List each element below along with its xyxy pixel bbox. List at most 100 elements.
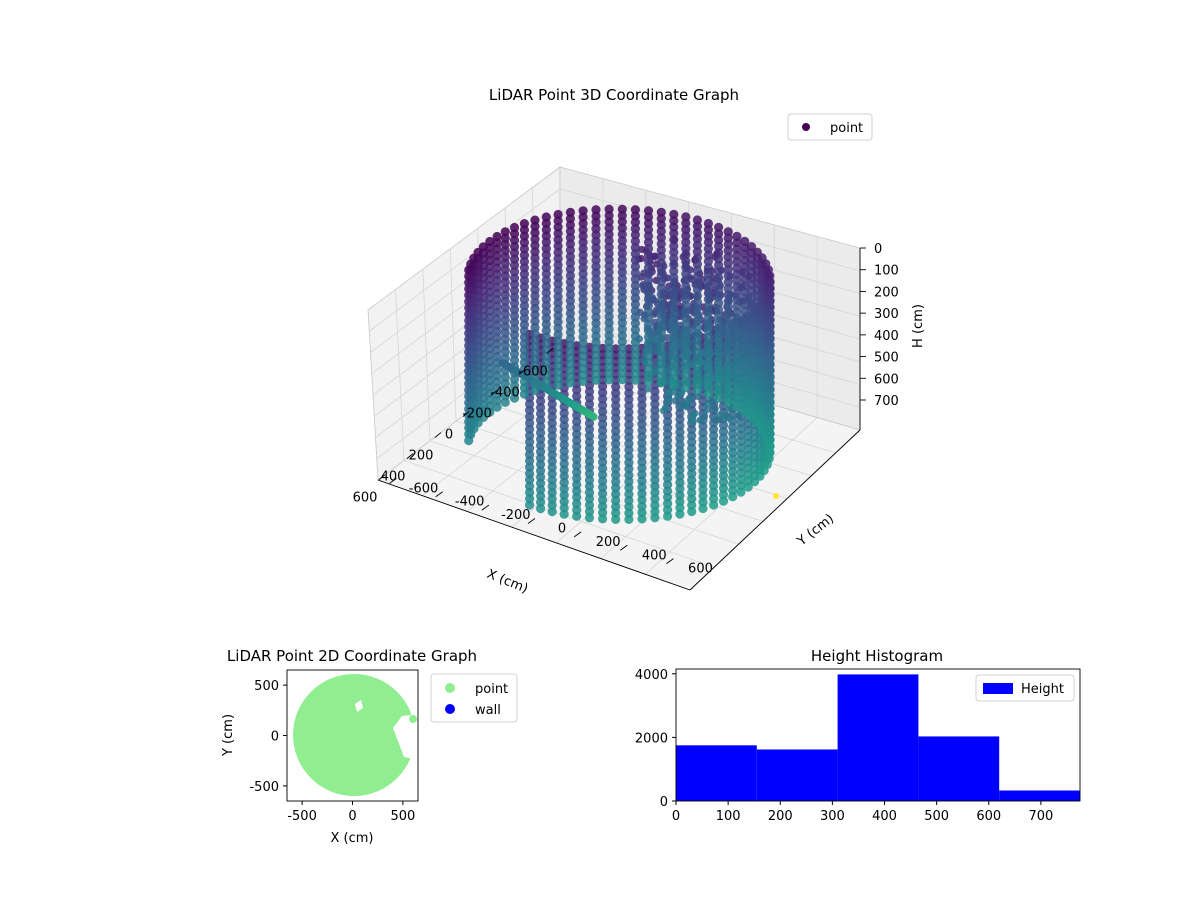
cloud-point	[663, 473, 673, 483]
cloud-point	[740, 382, 750, 392]
cloud-point	[509, 374, 520, 384]
cloud-point	[637, 457, 647, 467]
cloud-point	[703, 345, 714, 355]
cloud-point	[650, 469, 660, 479]
cloud-point	[740, 249, 750, 259]
cloud-point	[572, 410, 582, 420]
cloud-point	[630, 236, 641, 246]
cloud-point	[681, 338, 691, 348]
cloud-point	[728, 435, 738, 445]
cloud-point	[732, 244, 742, 254]
cloud-point	[637, 438, 647, 448]
cloud-point	[643, 338, 654, 348]
cloud-point	[519, 250, 530, 260]
cloud-point	[669, 304, 679, 314]
cloud-point	[525, 500, 535, 510]
cloud-point	[485, 382, 495, 392]
histogram-bar	[918, 736, 1000, 801]
cloud-point	[525, 487, 535, 498]
cloud-point	[643, 364, 654, 374]
cloud-point	[765, 378, 775, 388]
cloud-point	[530, 386, 540, 396]
z-tick-label-3d: 600	[874, 372, 899, 387]
cloud-point	[703, 282, 714, 292]
cloud-point	[709, 500, 719, 510]
cloud-point	[714, 241, 724, 251]
cloud-point	[669, 348, 679, 358]
cloud-point	[492, 364, 502, 374]
cloud-point	[530, 354, 540, 364]
cloud-point	[703, 313, 714, 323]
cloud-point	[536, 396, 546, 406]
cloud-point	[500, 284, 510, 294]
cloud-point	[630, 369, 641, 379]
cloud-point	[598, 406, 608, 417]
cloud-point	[578, 231, 588, 241]
cloud-point	[500, 265, 510, 275]
cloud-point	[689, 411, 697, 419]
cloud-point	[681, 307, 691, 317]
cloud-point	[500, 277, 510, 287]
cloud-point	[584, 393, 595, 403]
cloud-point	[492, 339, 502, 349]
cloud-point	[669, 266, 679, 276]
cloud-point	[650, 506, 660, 517]
cloud-point	[714, 380, 724, 390]
cloud-point	[624, 470, 634, 480]
cloud-point	[732, 263, 742, 273]
cloud-point	[669, 247, 679, 257]
cloud-point	[492, 377, 502, 387]
cloud-point	[565, 340, 576, 350]
cloud-point	[611, 451, 621, 461]
cloud-point	[485, 375, 495, 386]
cloud-point	[519, 307, 530, 317]
x-tick-label-3d: 0	[445, 428, 453, 443]
cloud-point	[611, 401, 621, 411]
cloud-point	[624, 445, 634, 455]
cloud-point	[698, 484, 708, 495]
cloud-point	[650, 386, 660, 397]
cloud-point	[728, 422, 738, 432]
cloud-point	[541, 218, 551, 228]
cloud-point	[492, 282, 502, 292]
cloud-point	[637, 400, 647, 410]
cloud-point	[718, 452, 729, 462]
cloud-point	[692, 253, 703, 263]
cloud-point	[740, 388, 750, 398]
cloud-point	[687, 481, 697, 491]
cloud-point	[732, 320, 742, 330]
cloud-point	[663, 505, 673, 515]
cloud-point	[604, 248, 614, 258]
cloud-point	[530, 297, 540, 307]
legend-3d-label: point	[830, 121, 863, 136]
cloud-point	[485, 287, 495, 297]
cloud-point	[765, 334, 775, 344]
histogram-x-tick-label: 700	[1028, 809, 1053, 824]
cloud-point	[547, 450, 557, 460]
cloud-point	[509, 222, 520, 233]
cloud-point	[740, 344, 750, 354]
cloud-point	[624, 388, 634, 398]
cloud-point	[519, 288, 530, 298]
cloud-point	[519, 370, 530, 380]
cloud-point	[565, 239, 576, 249]
cloud-point	[663, 435, 673, 445]
cloud-point	[598, 463, 608, 473]
cloud-point	[565, 327, 576, 337]
cloud-point	[547, 500, 557, 510]
cloud-point	[698, 428, 708, 438]
cloud-point	[536, 421, 546, 432]
cloud-point	[765, 410, 775, 420]
cloud-point	[637, 425, 647, 435]
cloud-point	[736, 462, 746, 472]
cloud-point	[492, 263, 502, 273]
cloud-point	[698, 497, 708, 507]
cloud-point	[617, 286, 627, 296]
cloud-point	[714, 323, 724, 334]
cloud-point	[492, 295, 502, 305]
cloud-point	[611, 502, 621, 512]
cloud-point	[604, 356, 614, 366]
cloud-point	[692, 379, 703, 389]
cloud-point	[669, 209, 679, 219]
cloud-point	[718, 477, 729, 487]
